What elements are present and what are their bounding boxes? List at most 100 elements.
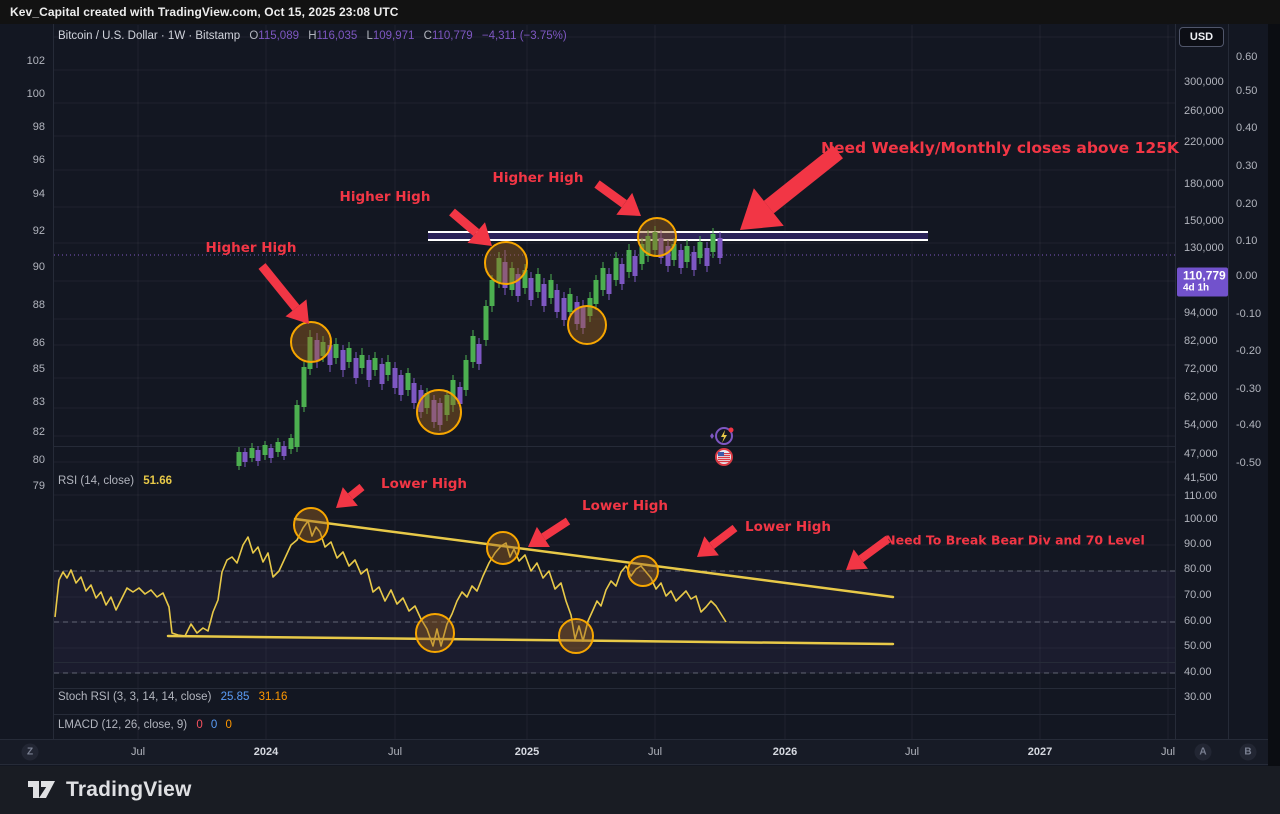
bar-countdown: 4d 1h	[1183, 282, 1210, 294]
left-axis-label: 82	[32, 426, 45, 438]
symbol-title: Bitcoin / U.S. Dollar · 1W · Bitstamp	[58, 30, 241, 42]
attribution-text: Kev_Capital created with TradingView.com…	[10, 5, 399, 19]
lmacd-value-1: 0	[196, 719, 203, 731]
lmacd-value-2: 0	[210, 719, 218, 731]
annotation-text[interactable]: Higher High	[205, 240, 297, 256]
far-right-axis-label: -0.40	[1236, 419, 1262, 431]
far-right-axis-label: 0.60	[1236, 51, 1258, 63]
right-axis-label: 47,000	[1184, 448, 1218, 460]
annotation-text[interactable]: Lower High	[744, 519, 832, 535]
attribution-bar: Kev_Capital created with TradingView.com…	[0, 0, 1280, 24]
time-scale[interactable]: Z A B Jul 2024 Jul 2025 Jul 2026 Jul 2027 Jul	[0, 739, 1268, 765]
high-label: H	[308, 30, 317, 42]
right-axis-label: 70.00	[1184, 589, 1212, 601]
time-axis-label: Jul	[130, 746, 146, 758]
annotation-text[interactable]: Higher High	[339, 189, 431, 205]
left-axis-label: 86	[32, 337, 45, 349]
annotation-text[interactable]: Higher High	[492, 170, 584, 186]
annotation-text[interactable]: Lower High	[380, 476, 468, 492]
open-label: O	[249, 30, 259, 42]
right-axis-label: 180,000	[1184, 178, 1224, 190]
time-axis-label: 2027	[1027, 746, 1053, 758]
time-axis-label: 2024	[253, 746, 279, 758]
stoch-rsi-legend[interactable]: Stoch RSI (3, 3, 14, 14, close) 25.85 31…	[58, 691, 287, 703]
right-axis-label: 62,000	[1184, 391, 1218, 403]
right-axis-label: 94,000	[1184, 307, 1218, 319]
far-right-axis-label: -0.20	[1236, 345, 1262, 357]
left-axis-label: 88	[32, 299, 45, 311]
stoch-d-value: 31.16	[258, 691, 288, 703]
stoch-k-value: 25.85	[220, 691, 250, 703]
right-axis-label: 82,000	[1184, 335, 1218, 347]
far-right-axis-label: -0.10	[1236, 308, 1262, 320]
rsi-title: RSI (14, close)	[58, 475, 135, 487]
change-value: −4,311 (−3.75%)	[481, 30, 567, 42]
last-price-label: 110,779 4d 1h	[1177, 267, 1228, 297]
scale-b-button[interactable]: B	[1239, 743, 1257, 761]
close-label: C	[423, 30, 432, 42]
rsi-legend[interactable]: RSI (14, close) 51.66	[58, 475, 172, 487]
high-value: 116,035	[316, 30, 358, 42]
far-right-axis-label: -0.30	[1236, 383, 1262, 395]
rsi-value: 51.66	[143, 475, 173, 487]
left-axis-label: 85	[32, 363, 45, 375]
time-axis-label: Jul	[387, 746, 403, 758]
close-value: 110,779	[431, 30, 473, 42]
left-axis-label: 79	[32, 480, 45, 492]
right-axis-label: 150,000	[1184, 215, 1224, 227]
far-right-axis-label: 0.40	[1236, 122, 1258, 134]
scale-a-button[interactable]: A	[1194, 743, 1212, 761]
right-axis-label: 40.00	[1184, 666, 1212, 678]
right-axis-label: 30.00	[1184, 691, 1212, 703]
left-axis-label: 102	[26, 55, 45, 67]
timezone-button[interactable]: Z	[21, 743, 39, 761]
tradingview-brand-text[interactable]: TradingView	[66, 778, 192, 801]
annotation-text[interactable]: Need Weekly/Monthly closes above 125K	[821, 139, 1179, 157]
far-right-axis-label: 0.10	[1236, 235, 1258, 247]
far-right-axis-label: 0.30	[1236, 160, 1258, 172]
lmacd-legend[interactable]: LMACD (12, 26, close, 9) 0 0 0	[58, 719, 232, 731]
right-price-scale[interactable]: USD 110,779 4d 1h 300,000 260,000 220,000 1…	[1175, 24, 1228, 739]
right-axis-label: 220,000	[1184, 136, 1224, 148]
left-axis-label: 100	[26, 88, 45, 100]
annotation-text[interactable]: Lower High	[581, 498, 669, 514]
time-axis-label: Jul	[1160, 746, 1176, 758]
chart-canvas[interactable]	[0, 24, 1280, 766]
annotation-text[interactable]: Need To Break Bear Div and 70 Level	[885, 532, 1145, 548]
far-right-scale[interactable]: 0.60 0.50 0.40 0.30 0.20 0.10 0.00 -0.10 -0.20 -0…	[1228, 24, 1268, 739]
right-axis-label: 72,000	[1184, 363, 1218, 375]
right-axis-label: 90.00	[1184, 538, 1212, 550]
time-axis-label: 2025	[514, 746, 540, 758]
left-axis-label: 98	[32, 121, 45, 133]
economic-event-icon[interactable]	[710, 427, 734, 445]
left-axis-label: 92	[32, 225, 45, 237]
far-right-axis-label: 0.00	[1236, 270, 1258, 282]
right-axis-label: 300,000	[1184, 76, 1224, 88]
left-axis-label: 83	[32, 396, 45, 408]
right-axis-label: 41,500	[1184, 472, 1218, 484]
left-axis-label: 80	[32, 454, 45, 466]
far-right-axis-label: -0.50	[1236, 457, 1262, 469]
lmacd-value-3: 0	[225, 719, 232, 731]
footer-bar: TradingView	[0, 766, 1280, 814]
lmacd-title: LMACD (12, 26, close, 9)	[58, 719, 188, 731]
right-axis-label: 260,000	[1184, 105, 1224, 117]
left-axis-label: 90	[32, 261, 45, 273]
time-axis-label: Jul	[647, 746, 663, 758]
time-axis-label: 2026	[772, 746, 798, 758]
right-axis-label: 80.00	[1184, 563, 1212, 575]
us-flag-event-icon[interactable]	[715, 448, 733, 466]
currency-toggle-button[interactable]: USD	[1179, 27, 1224, 47]
symbol-legend[interactable]: Bitcoin / U.S. Dollar · 1W · Bitstamp O1…	[58, 30, 567, 42]
tradingview-logo-icon[interactable]	[27, 780, 57, 800]
right-gutter	[1268, 24, 1280, 766]
left-axis-label: 94	[32, 188, 45, 200]
left-price-scale[interactable]: 102 100 98 96 94 92 90 88 86 85 83 82 80 79	[0, 24, 54, 739]
last-price-value: 110,779	[1183, 268, 1226, 283]
right-axis-label: 130,000	[1184, 242, 1224, 254]
right-axis-label: 60.00	[1184, 615, 1212, 627]
open-value: 115,089	[258, 30, 299, 42]
chart-area[interactable]: Bitcoin / U.S. Dollar · 1W · Bitstamp O1…	[0, 24, 1280, 766]
far-right-axis-label: 0.20	[1236, 198, 1258, 210]
